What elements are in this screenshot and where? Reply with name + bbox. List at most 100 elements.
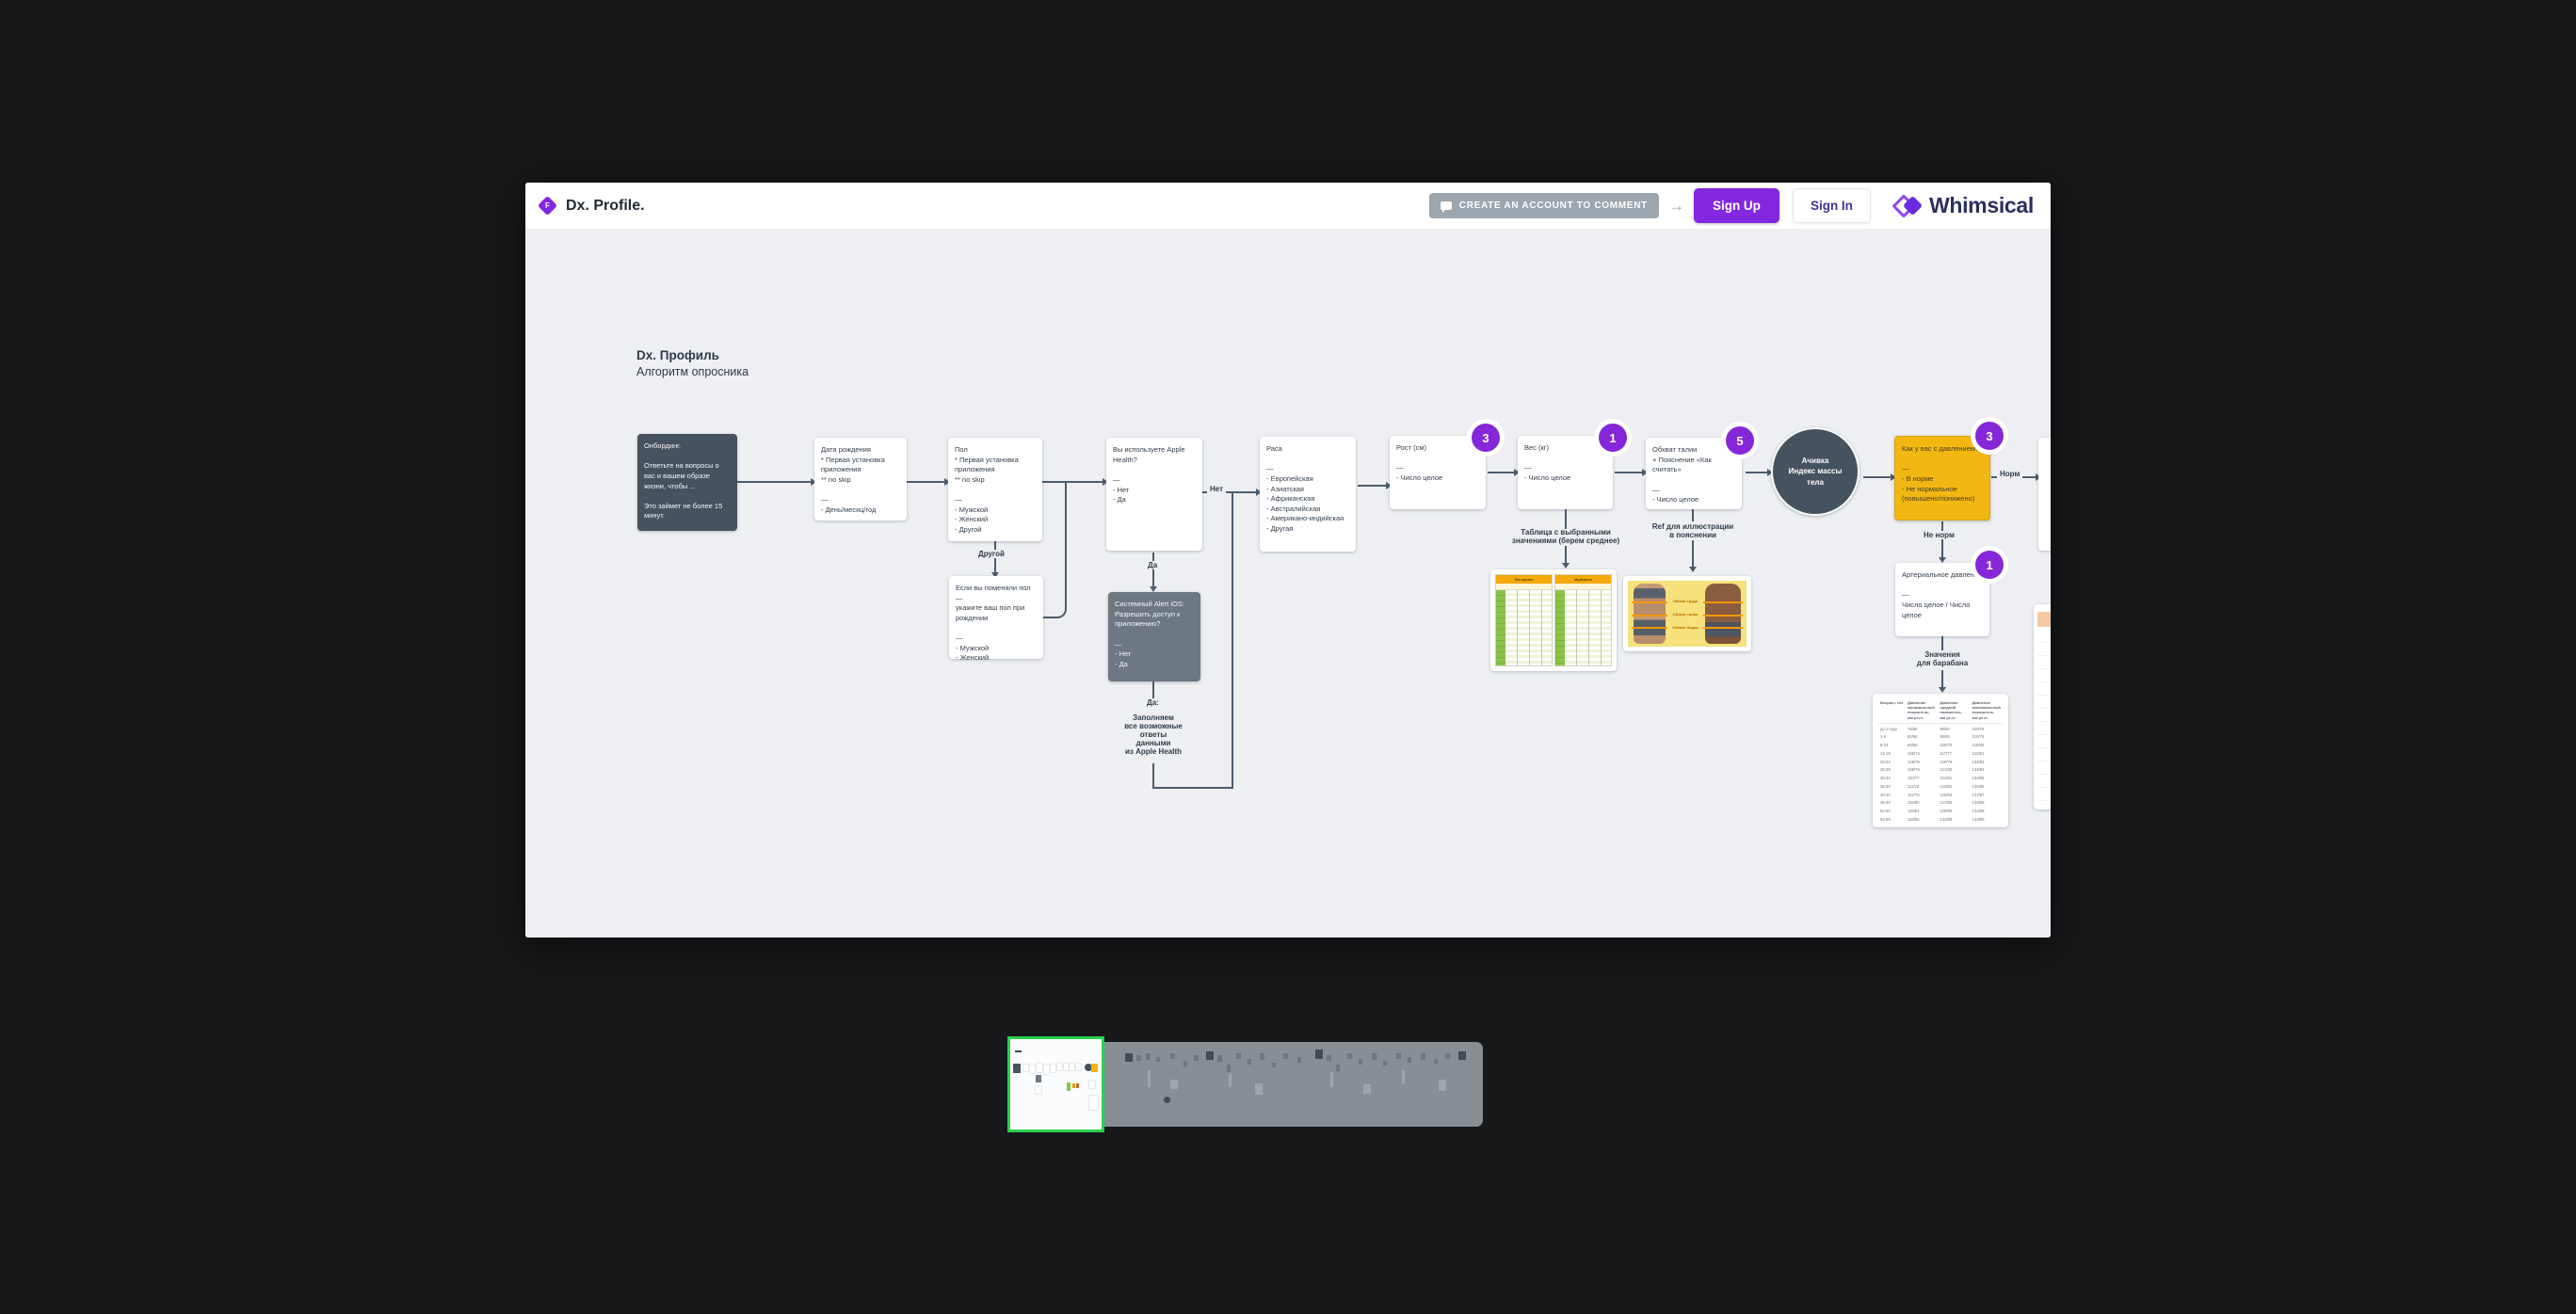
minimap-node (1076, 1083, 1079, 1088)
bp-table-cell: 20-24 (1880, 759, 1891, 764)
create-account-to-comment-button[interactable]: CREATE AN ACCOUNT TO COMMENT (1428, 193, 1659, 218)
whimsical-board-window: F Dx. Profile. CREATE AN ACCOUNT TO COMM… (525, 183, 2051, 937)
card-bp-values-table[interactable]: Возраст, лет Давление минимальный показат… (1873, 694, 2008, 827)
connector (1692, 540, 1694, 567)
arrowhead (944, 478, 950, 486)
diagram-subtitle: Алгоритм опросника (636, 365, 749, 378)
bp-table-cell: 90/60 (1940, 726, 1950, 731)
node-blood-pressure-question[interactable]: Как у вас с давлением? — - В норме - Не … (1894, 436, 1990, 521)
bp-table-row: 1-5 80/55 95/65 110/79 (1878, 733, 2003, 742)
minimap[interactable] (1104, 1042, 1483, 1127)
bp-table-header: Давление максимальный показатель, мм рт.… (1972, 700, 2001, 720)
bp-table-row: 40-44 112/79 125/83 137/87 (1878, 792, 2003, 800)
connector (1152, 763, 1154, 788)
connector (1152, 681, 1154, 698)
node-clipped-right[interactable] (2038, 438, 2051, 551)
bp-table-cell: 115/80 (1972, 743, 1985, 748)
node-gender-at-birth[interactable]: Если вы поменяли пол — укажите ваш пол п… (949, 576, 1043, 662)
bp-table-cell: 14-19 (1880, 750, 1891, 756)
bp-table-cell: 144/90 (1972, 816, 1985, 822)
node-ios-alert[interactable]: Системный Alert iOS: Разрешить доступ к … (1108, 592, 1200, 681)
bp-table-row: 45-49 115/80 127/84 139/88 (1878, 799, 2003, 808)
minimap-node (1148, 1070, 1151, 1087)
female-torso-figure (1632, 584, 1667, 644)
node-gender[interactable]: Пол * Первая установка приложения ** no … (948, 438, 1042, 541)
bp-table-row: 35-39 111/78 123/82 135/86 (1878, 783, 2003, 792)
card-clipped-right[interactable] (2034, 604, 2051, 809)
bp-table-cell: 142/89 (1972, 808, 1985, 813)
whimsical-logo[interactable]: Whimsical (1892, 193, 2034, 218)
minimap-node (1272, 1063, 1276, 1067)
male-torso-figure (1703, 584, 1743, 644)
node-bmi-circle[interactable]: Ачивка Индекс массы тела (1771, 427, 1860, 516)
connector (1565, 546, 1567, 563)
bp-table-cell: 110/77 (1908, 776, 1920, 781)
minimap-node (1091, 1064, 1098, 1072)
annotation-drum-values[interactable]: Значения для барабана (1916, 650, 1969, 667)
weight-table-subheader (1555, 584, 1611, 590)
annotation-avg-table[interactable]: Таблица с выбранными значениями (берем с… (1511, 528, 1620, 545)
node-height[interactable]: Рост (см) — - Число целое (1390, 436, 1486, 509)
card-weight-table-image[interactable]: Женщины Мужчины (1490, 569, 1617, 671)
card-torso-reference-image[interactable]: Обхват груди Обхват талии Обхват бедер (1623, 576, 1751, 651)
minimap-node (1439, 1080, 1446, 1091)
bp-table-cell: 110/79 (1972, 734, 1985, 740)
bp-table-cell: 45-49 (1880, 800, 1891, 806)
minimap-node (1089, 1096, 1098, 1110)
minimap-node (1248, 1059, 1251, 1065)
node-birth-date[interactable]: Дата рождения * Первая установка приложе… (814, 438, 907, 521)
minimap-node (1036, 1086, 1041, 1094)
comment-badge-weight[interactable]: 1 (1599, 424, 1627, 452)
minimap-node (1076, 1064, 1081, 1070)
board-canvas[interactable]: Dx. Профиль Алгоритм опросника Онбординг… (525, 230, 2051, 937)
comment-badge-pressure[interactable]: 3 (1975, 422, 2004, 450)
arrowhead (1514, 469, 1520, 476)
weight-table-header-left: Женщины (1496, 575, 1552, 584)
minimap-node (1044, 1065, 1049, 1074)
connector (1941, 635, 1943, 650)
minimap-node (1315, 1050, 1323, 1059)
clipped-card-header (2037, 612, 2051, 627)
minimap-node (1434, 1059, 1438, 1064)
node-apple-health[interactable]: Вы используете Apple Health? — - Нет - Д… (1106, 438, 1202, 551)
comment-bubble-icon (1440, 201, 1452, 213)
node-onboarding[interactable]: Онбординг. Ответьте на вопросы о вас и в… (637, 434, 737, 531)
arrowhead (811, 478, 816, 486)
minimap-node (1330, 1072, 1333, 1087)
node-blood-pressure-value[interactable]: Артериальное давление — Число целое / Чи… (1895, 563, 1989, 636)
bp-table-cell: 30-34 (1880, 776, 1891, 781)
annotation-ref-illustration[interactable]: Ref для иллюстрации в пояснении (1651, 522, 1734, 539)
node-weight[interactable]: Вес (кг) — - Число целое (1518, 436, 1613, 509)
minimap-viewport[interactable] (1007, 1036, 1104, 1132)
torso-measure-label: Обхват бедер (1672, 624, 1699, 630)
edge-label-other: Другой (975, 550, 1007, 558)
bp-table-cell: 1-5 (1880, 734, 1887, 740)
arrowhead (1939, 557, 1946, 563)
arrow-right-icon: → (1667, 196, 1684, 215)
weight-table-green-column (1555, 590, 1565, 665)
sign-up-button[interactable]: Sign Up (1693, 188, 1779, 223)
bp-table-cell: 25-29 (1880, 767, 1891, 773)
bp-table-cell: 90/60 (1908, 743, 1918, 748)
minimap-node (1067, 1082, 1071, 1091)
comment-badge-height[interactable]: 3 (1472, 424, 1500, 452)
note-fill-from-apple-health[interactable]: Заполняем все возможные ответы данными и… (1124, 713, 1183, 756)
comment-badge-bp-value[interactable]: 1 (1975, 551, 2004, 579)
minimap-node (1363, 1084, 1371, 1094)
minimap-node (1383, 1061, 1387, 1066)
minimap-node (1136, 1055, 1141, 1061)
node-race[interactable]: Раса — - Европейская - Азиатская - Африк… (1260, 437, 1356, 552)
node-waist[interactable]: Обхват талии + Пояснение «Как считать» —… (1646, 438, 1742, 509)
sign-in-button[interactable]: Sign In (1792, 188, 1871, 223)
weight-table-green-column (1496, 590, 1505, 665)
bp-table-header: Давление средний показатель, мм рт.ст. (1940, 700, 1962, 720)
board-title: Dx. Profile. (566, 197, 645, 214)
arrowhead (1939, 687, 1946, 693)
bp-table-cell: 100/75 (1972, 726, 1985, 731)
edge-label-no: Нет (1207, 485, 1227, 493)
weight-table: Женщины Мужчины (1495, 574, 1612, 666)
bp-table-cell: 125/83 (1940, 792, 1953, 797)
bp-table-cell: 121/80 (1940, 767, 1953, 773)
arrowhead (1891, 473, 1896, 481)
comment-badge-waist[interactable]: 5 (1726, 426, 1754, 455)
